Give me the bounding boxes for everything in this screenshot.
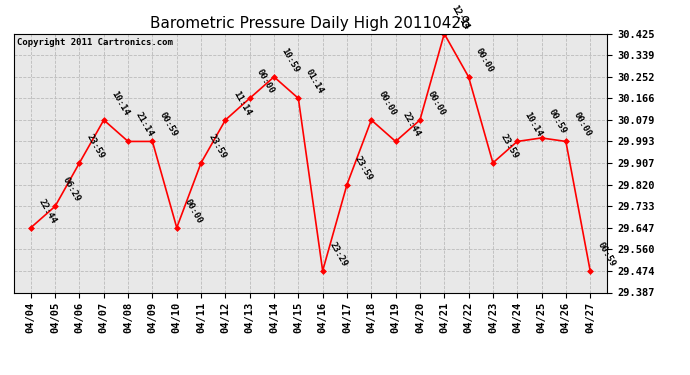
- Text: 23:59: 23:59: [353, 154, 374, 182]
- Text: 00:00: 00:00: [377, 90, 398, 117]
- Text: 10:59: 10:59: [279, 46, 301, 74]
- Text: 22:44: 22:44: [401, 111, 422, 139]
- Text: 00:00: 00:00: [571, 111, 593, 139]
- Text: 23:59: 23:59: [498, 132, 520, 160]
- Text: 00:00: 00:00: [182, 197, 204, 225]
- Text: 23:59: 23:59: [206, 132, 228, 160]
- Text: 10:14: 10:14: [523, 111, 544, 139]
- Text: 00:59: 00:59: [158, 111, 179, 139]
- Text: 00:00: 00:00: [426, 90, 446, 117]
- Text: 23:59: 23:59: [85, 132, 106, 160]
- Text: 21:14: 21:14: [134, 111, 155, 139]
- Text: 00:00: 00:00: [474, 46, 495, 74]
- Text: 06:29: 06:29: [61, 176, 82, 204]
- Text: 11:14: 11:14: [231, 90, 252, 117]
- Text: Copyright 2011 Cartronics.com: Copyright 2011 Cartronics.com: [17, 38, 172, 46]
- Text: 00:00: 00:00: [255, 68, 277, 96]
- Text: 12:14: 12:14: [450, 3, 471, 31]
- Text: 00:59: 00:59: [547, 107, 569, 135]
- Text: 01:14: 01:14: [304, 68, 325, 96]
- Text: 10:14: 10:14: [109, 90, 130, 117]
- Title: Barometric Pressure Daily High 20110428: Barometric Pressure Daily High 20110428: [150, 16, 471, 31]
- Text: 23:29: 23:29: [328, 240, 349, 268]
- Text: 00:59: 00:59: [595, 240, 617, 268]
- Text: 22:44: 22:44: [37, 197, 57, 225]
